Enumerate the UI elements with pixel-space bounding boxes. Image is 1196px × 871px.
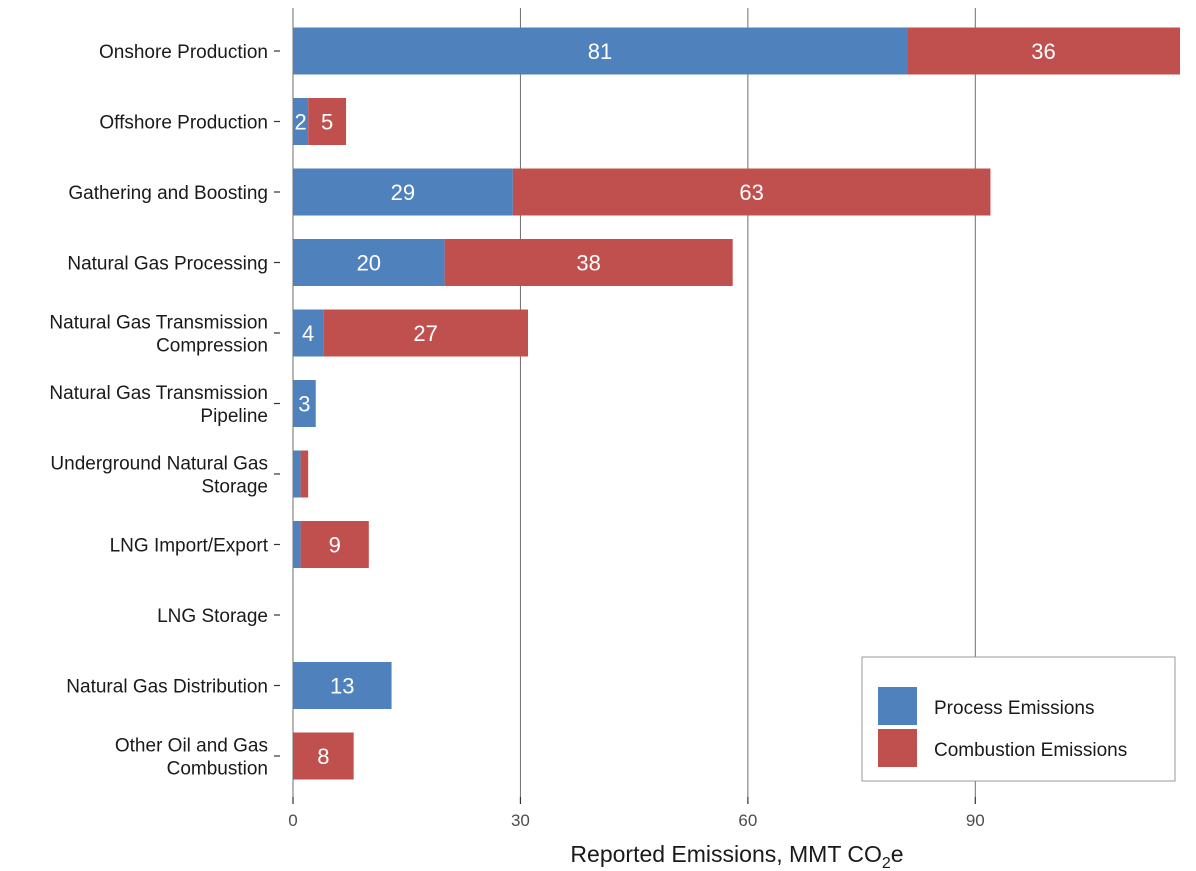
- y-axis: Onshore Production Offshore Production Gat…: [49, 42, 280, 780]
- bar-process-6: [293, 450, 301, 498]
- bar-combustion-0: [907, 27, 1180, 75]
- x-axis-title: Reported Emissions, MMT CO2e: [570, 841, 903, 871]
- bar-value-label: 38: [576, 251, 600, 276]
- bar-combustion-2: [512, 168, 991, 216]
- bar-value-label: 13: [330, 674, 354, 699]
- bar-combustion-7: [300, 521, 369, 568]
- legend-swatch-process: [878, 687, 917, 725]
- category-label: Gathering and Boosting: [68, 183, 268, 204]
- bar-process-5: [293, 380, 316, 427]
- bar-value-label: 2: [294, 110, 306, 135]
- bars: 81 36 2 5 29 63 20 38 4 27 3 9 13 8: [293, 27, 1180, 780]
- bar-value-label: 3: [298, 392, 310, 417]
- legend-swatch-combustion: [878, 729, 917, 767]
- category-label: Combustion: [167, 759, 268, 780]
- category-label: Offshore Production: [99, 113, 268, 134]
- bar-combustion-10: [293, 732, 354, 780]
- category-label: Other Oil and Gas: [115, 736, 268, 757]
- category-label: Natural Gas Processing: [67, 254, 268, 275]
- bar-value-label: 4: [302, 321, 314, 346]
- bar-value-label: 5: [321, 110, 333, 135]
- legend-label-process: Process Emissions: [934, 698, 1095, 719]
- bar-value-label: 29: [391, 180, 415, 205]
- bar-combustion-1: [308, 98, 347, 145]
- category-label: Storage: [201, 477, 268, 498]
- bar-combustion-4: [323, 309, 529, 357]
- bar-combustion-6: [300, 450, 309, 498]
- category-label: LNG Import/Export: [110, 536, 269, 557]
- x-tick-label: 60: [738, 811, 757, 830]
- bar-process-9: [293, 662, 392, 709]
- category-label: Underground Natural Gas: [50, 454, 268, 475]
- category-label: Natural Gas Transmission: [49, 383, 268, 404]
- bar-value-label: 81: [588, 39, 612, 64]
- bar-process-7: [293, 521, 301, 568]
- bar-value-label: 9: [329, 533, 341, 558]
- category-label: Natural Gas Transmission: [49, 313, 268, 334]
- category-label: LNG Storage: [157, 606, 268, 627]
- x-axis: 0 30 60 90: [288, 797, 985, 830]
- x-axis-title-suffix: e: [891, 841, 904, 867]
- x-tick-label: 0: [288, 811, 297, 830]
- bar-value-label: 63: [739, 180, 763, 205]
- bar-process-1: [293, 98, 309, 145]
- bar-value-label: 27: [413, 321, 437, 346]
- bar-value-label: 20: [357, 251, 381, 276]
- bar-process-3: [293, 239, 445, 286]
- x-tick-label: 90: [966, 811, 985, 830]
- legend: Process Emissions Combustion Emissions: [861, 656, 1176, 782]
- bar-process-0: [293, 27, 908, 75]
- category-label: Onshore Production: [99, 42, 268, 63]
- bar-combustion-3: [444, 239, 733, 286]
- bar-value-label: 36: [1031, 39, 1055, 64]
- bar-process-4: [293, 309, 324, 357]
- x-axis-title-subscript: 2: [882, 855, 891, 871]
- category-label: Compression: [156, 336, 268, 357]
- category-label: Natural Gas Distribution: [66, 677, 268, 698]
- legend-label-combustion: Combustion Emissions: [934, 740, 1127, 761]
- bar-value-label: 8: [317, 744, 329, 769]
- bar-process-2: [293, 168, 513, 216]
- category-label: Pipeline: [200, 406, 268, 427]
- x-tick-label: 30: [511, 811, 530, 830]
